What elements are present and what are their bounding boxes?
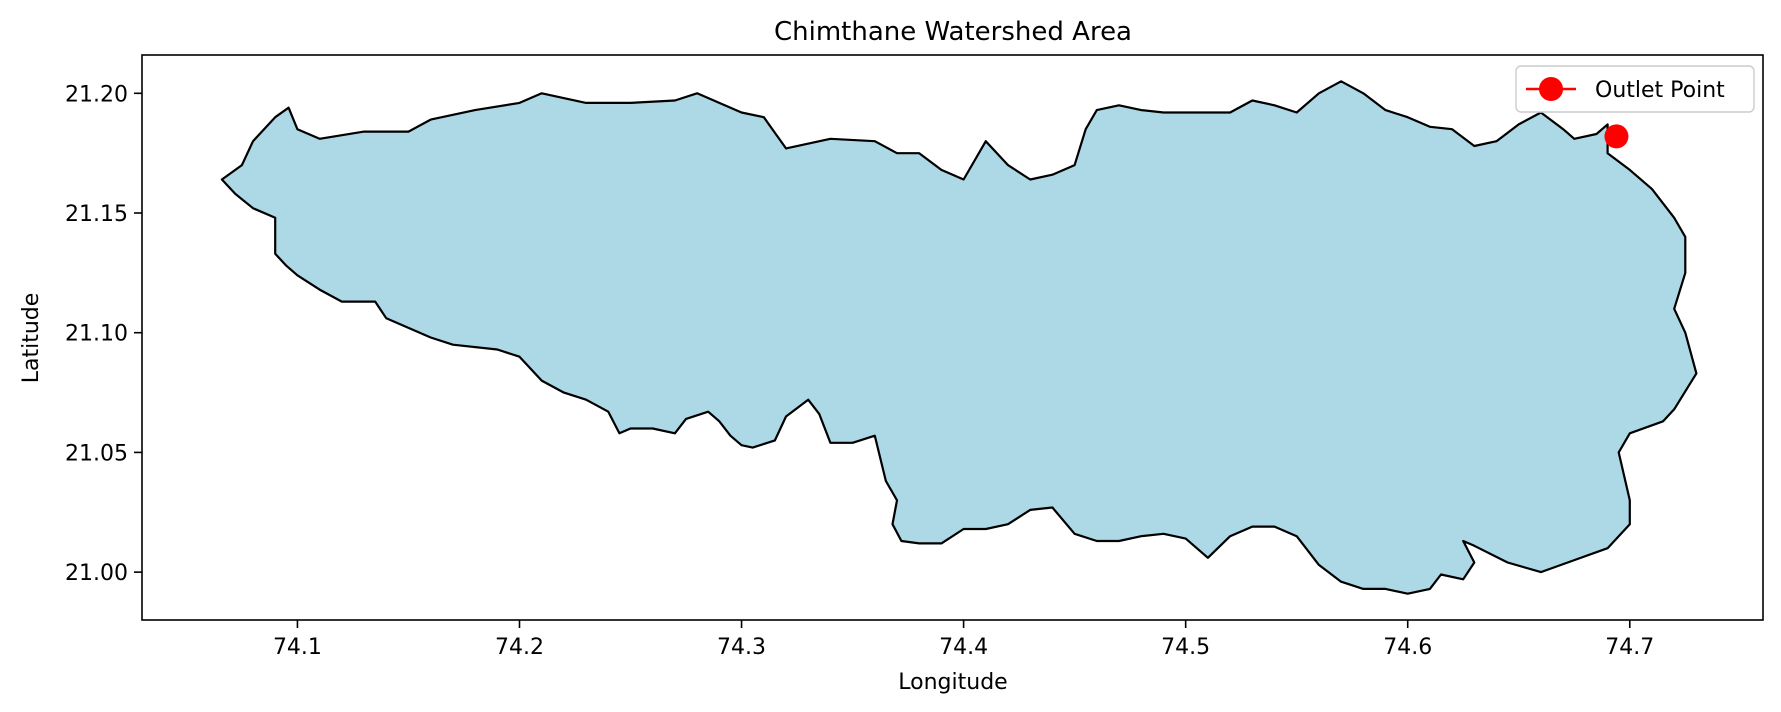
x-tick-label: 74.1 bbox=[273, 635, 322, 660]
y-tick-label: 21.10 bbox=[65, 322, 128, 347]
x-axis-title: Longitude bbox=[898, 670, 1007, 695]
legend-outlet-label: Outlet Point bbox=[1595, 78, 1725, 103]
legend-box bbox=[1515, 65, 1755, 113]
x-tick-label: 74.3 bbox=[717, 635, 766, 660]
x-tick-label: 74.7 bbox=[1605, 635, 1654, 660]
y-axis: 21.00 21.05 21.10 21.15 21.20 bbox=[65, 82, 142, 586]
y-axis-title: Latitude bbox=[19, 293, 44, 384]
chart-title: Chimthane Watershed Area bbox=[774, 17, 1132, 47]
y-tick-label: 21.20 bbox=[65, 82, 128, 107]
outlet-point-marker bbox=[1604, 124, 1629, 149]
x-tick-label: 74.2 bbox=[495, 635, 544, 660]
x-tick-label: 74.6 bbox=[1383, 635, 1432, 660]
watershed-polygon bbox=[220, 80, 1698, 595]
legend: Outlet Point bbox=[1515, 65, 1755, 113]
x-axis: 74.1 74.2 74.3 74.4 74.5 74.6 74.7 bbox=[273, 620, 1654, 660]
axes-frame bbox=[141, 54, 1764, 621]
map-plot-area bbox=[220, 80, 1698, 595]
x-tick-label: 74.5 bbox=[1161, 635, 1210, 660]
y-tick-label: 21.00 bbox=[65, 561, 128, 586]
x-tick-label: 74.4 bbox=[939, 635, 988, 660]
y-tick-label: 21.05 bbox=[65, 441, 128, 466]
y-tick-label: 21.15 bbox=[65, 202, 128, 227]
legend-outlet-marker bbox=[1539, 77, 1563, 101]
